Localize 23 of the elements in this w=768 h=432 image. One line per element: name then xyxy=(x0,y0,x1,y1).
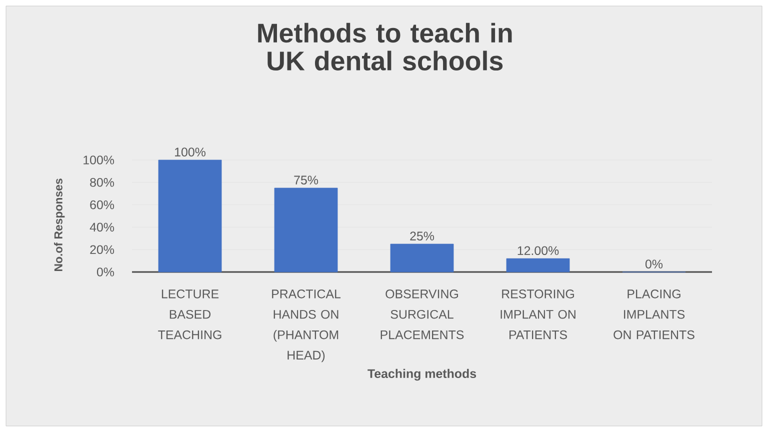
y-axis-title: No.of Responses xyxy=(54,178,65,271)
bar xyxy=(274,188,338,272)
data-label: 25% xyxy=(410,232,434,240)
bar xyxy=(506,258,570,272)
y-tick-label: 20% xyxy=(90,245,114,254)
y-tick-label: 0% xyxy=(96,268,114,276)
x-tick-label: OBSERVING SURGICAL PLACEMENTS xyxy=(380,290,464,340)
x-tick-label: PLACING IMPLANTS ON PATIENTS xyxy=(614,290,694,340)
x-axis-title: Teaching methods xyxy=(368,368,476,381)
data-label: 0% xyxy=(645,260,663,268)
bar xyxy=(158,160,222,272)
data-label: 12.00% xyxy=(518,246,559,256)
bar xyxy=(390,244,454,272)
chart-title: Methods to teach in UK dental schools xyxy=(258,22,512,71)
data-label: 75% xyxy=(294,176,318,184)
x-tick-label: RESTORING IMPLANT ON PATIENTS xyxy=(500,290,576,340)
x-tick-label: LECTURE BASED TEACHING xyxy=(158,290,222,340)
data-label: 100% xyxy=(175,148,206,156)
y-tick-label: 40% xyxy=(90,222,114,232)
y-tick-label: 100% xyxy=(84,156,114,164)
y-tick-label: 60% xyxy=(90,200,114,210)
y-tick-label: 80% xyxy=(90,178,114,187)
x-tick-label: PRACTICAL HANDS ON (PHANTOM HEAD) xyxy=(272,290,341,362)
